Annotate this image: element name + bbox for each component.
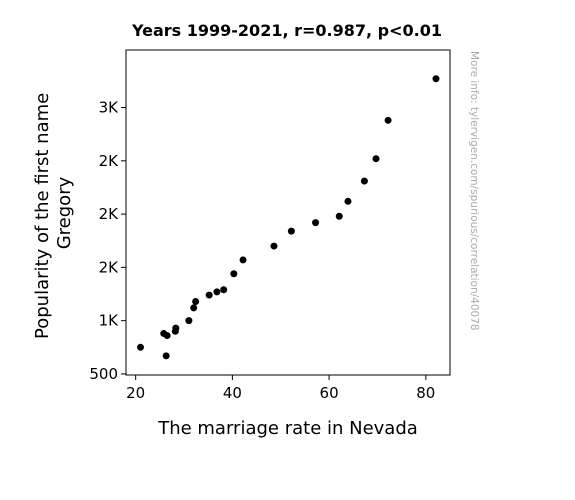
data-point [220, 286, 228, 294]
data-point [171, 327, 179, 335]
data-point [312, 219, 320, 227]
data-point [160, 329, 168, 337]
x-tick-label: 20 [126, 384, 145, 402]
x-tick-label: 40 [223, 384, 242, 402]
plot-area [125, 49, 451, 376]
y-axis-label-line-1: Popularity of the first name [32, 93, 53, 339]
x-axis-ticks: 20 40 60 80 [126, 375, 435, 402]
y-tick-label: 2K [99, 205, 120, 223]
y-tick-label: 2K [99, 152, 120, 170]
y-tick-label: 1K [99, 312, 120, 330]
data-point [192, 297, 200, 305]
chart-title: Years 1999-2021, r=0.987, p<0.01 [131, 21, 442, 40]
data-points [137, 75, 440, 360]
data-point [190, 304, 198, 312]
data-point [384, 116, 392, 124]
data-point [360, 177, 368, 185]
x-tick-label: 60 [320, 384, 339, 402]
data-point [162, 352, 170, 360]
data-point [213, 288, 221, 296]
data-point [185, 317, 193, 325]
y-tick-label: 3K [99, 99, 120, 117]
x-axis-label: The marriage rate in Nevada [157, 418, 418, 439]
data-point [372, 155, 380, 163]
y-tick-label: 2K [99, 258, 120, 276]
data-point [270, 242, 278, 250]
data-point [335, 212, 343, 220]
watermark: More info: tylervigen.com/spurious/corre… [468, 51, 480, 331]
data-point [137, 343, 145, 351]
data-point [432, 75, 440, 83]
y-axis-ticks: 500 1K 2K 2K 2K 3K [89, 99, 126, 383]
data-point [239, 256, 247, 264]
data-point [230, 270, 238, 278]
data-point [205, 291, 213, 299]
y-axis-label: Popularity of the first name Gregory [32, 87, 75, 339]
y-axis-label-line-2: Gregory [54, 176, 75, 249]
data-point [287, 227, 295, 235]
x-tick-label: 80 [416, 384, 435, 402]
y-tick-label: 500 [89, 365, 118, 383]
data-point [344, 197, 352, 205]
